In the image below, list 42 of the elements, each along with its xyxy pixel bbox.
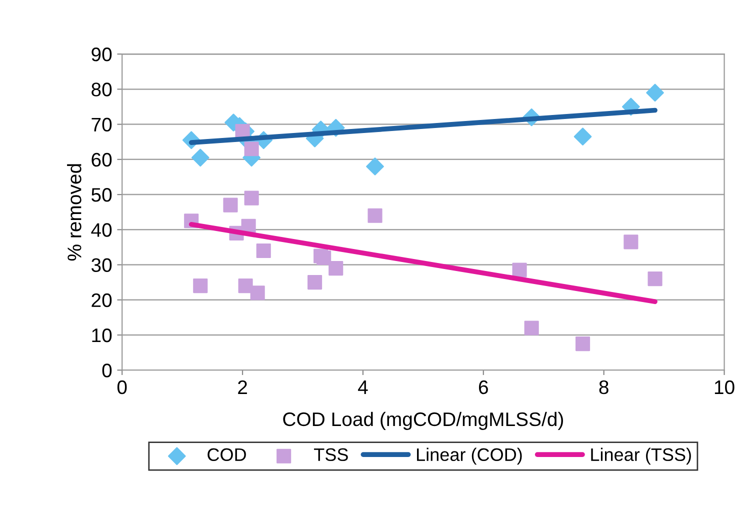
point <box>193 278 208 294</box>
y-axis-title: % removed <box>67 164 82 261</box>
y-tick-label: 20 <box>92 293 112 308</box>
x-tick-label: 2 <box>238 380 247 394</box>
point <box>524 320 539 336</box>
legend-label: TSS <box>314 448 348 462</box>
point <box>308 275 322 290</box>
point <box>368 208 382 223</box>
x-axis-title: COD Load (mgCOD/mgMLSS/d) <box>283 412 563 430</box>
legend-label: COD <box>208 448 246 462</box>
point <box>256 243 271 258</box>
y-tick-label: 60 <box>92 152 112 167</box>
y-tick-label: 30 <box>91 258 112 272</box>
point <box>250 286 265 300</box>
point <box>244 190 259 206</box>
point <box>316 250 332 266</box>
point <box>646 84 664 102</box>
point <box>512 262 527 278</box>
point <box>575 336 590 352</box>
x-tick-label: 10 <box>714 380 734 394</box>
point <box>648 272 662 286</box>
x-tick-label: 6 <box>478 380 488 394</box>
y-tick-label: 90 <box>92 48 112 62</box>
x-tick-label: 8 <box>599 380 608 394</box>
point <box>328 261 344 276</box>
point <box>366 158 384 176</box>
x-tick-label: 4 <box>358 380 368 394</box>
point <box>244 142 259 156</box>
y-tick-label: 10 <box>92 328 112 342</box>
x-tick-label: 0 <box>117 380 127 394</box>
y-tick-label: 80 <box>92 82 112 96</box>
legend-label: Linear (COD) <box>417 448 522 465</box>
y-tick-label: 50 <box>92 188 112 202</box>
y-tick-label: 70 <box>92 118 112 132</box>
point <box>223 198 238 212</box>
point <box>574 128 592 146</box>
point <box>238 278 253 294</box>
y-tick-label: 0 <box>102 364 112 378</box>
y-tick-label: 40 <box>91 223 112 237</box>
point <box>624 234 638 250</box>
point <box>191 148 210 167</box>
legend-label: Linear (TSS) <box>591 448 691 465</box>
